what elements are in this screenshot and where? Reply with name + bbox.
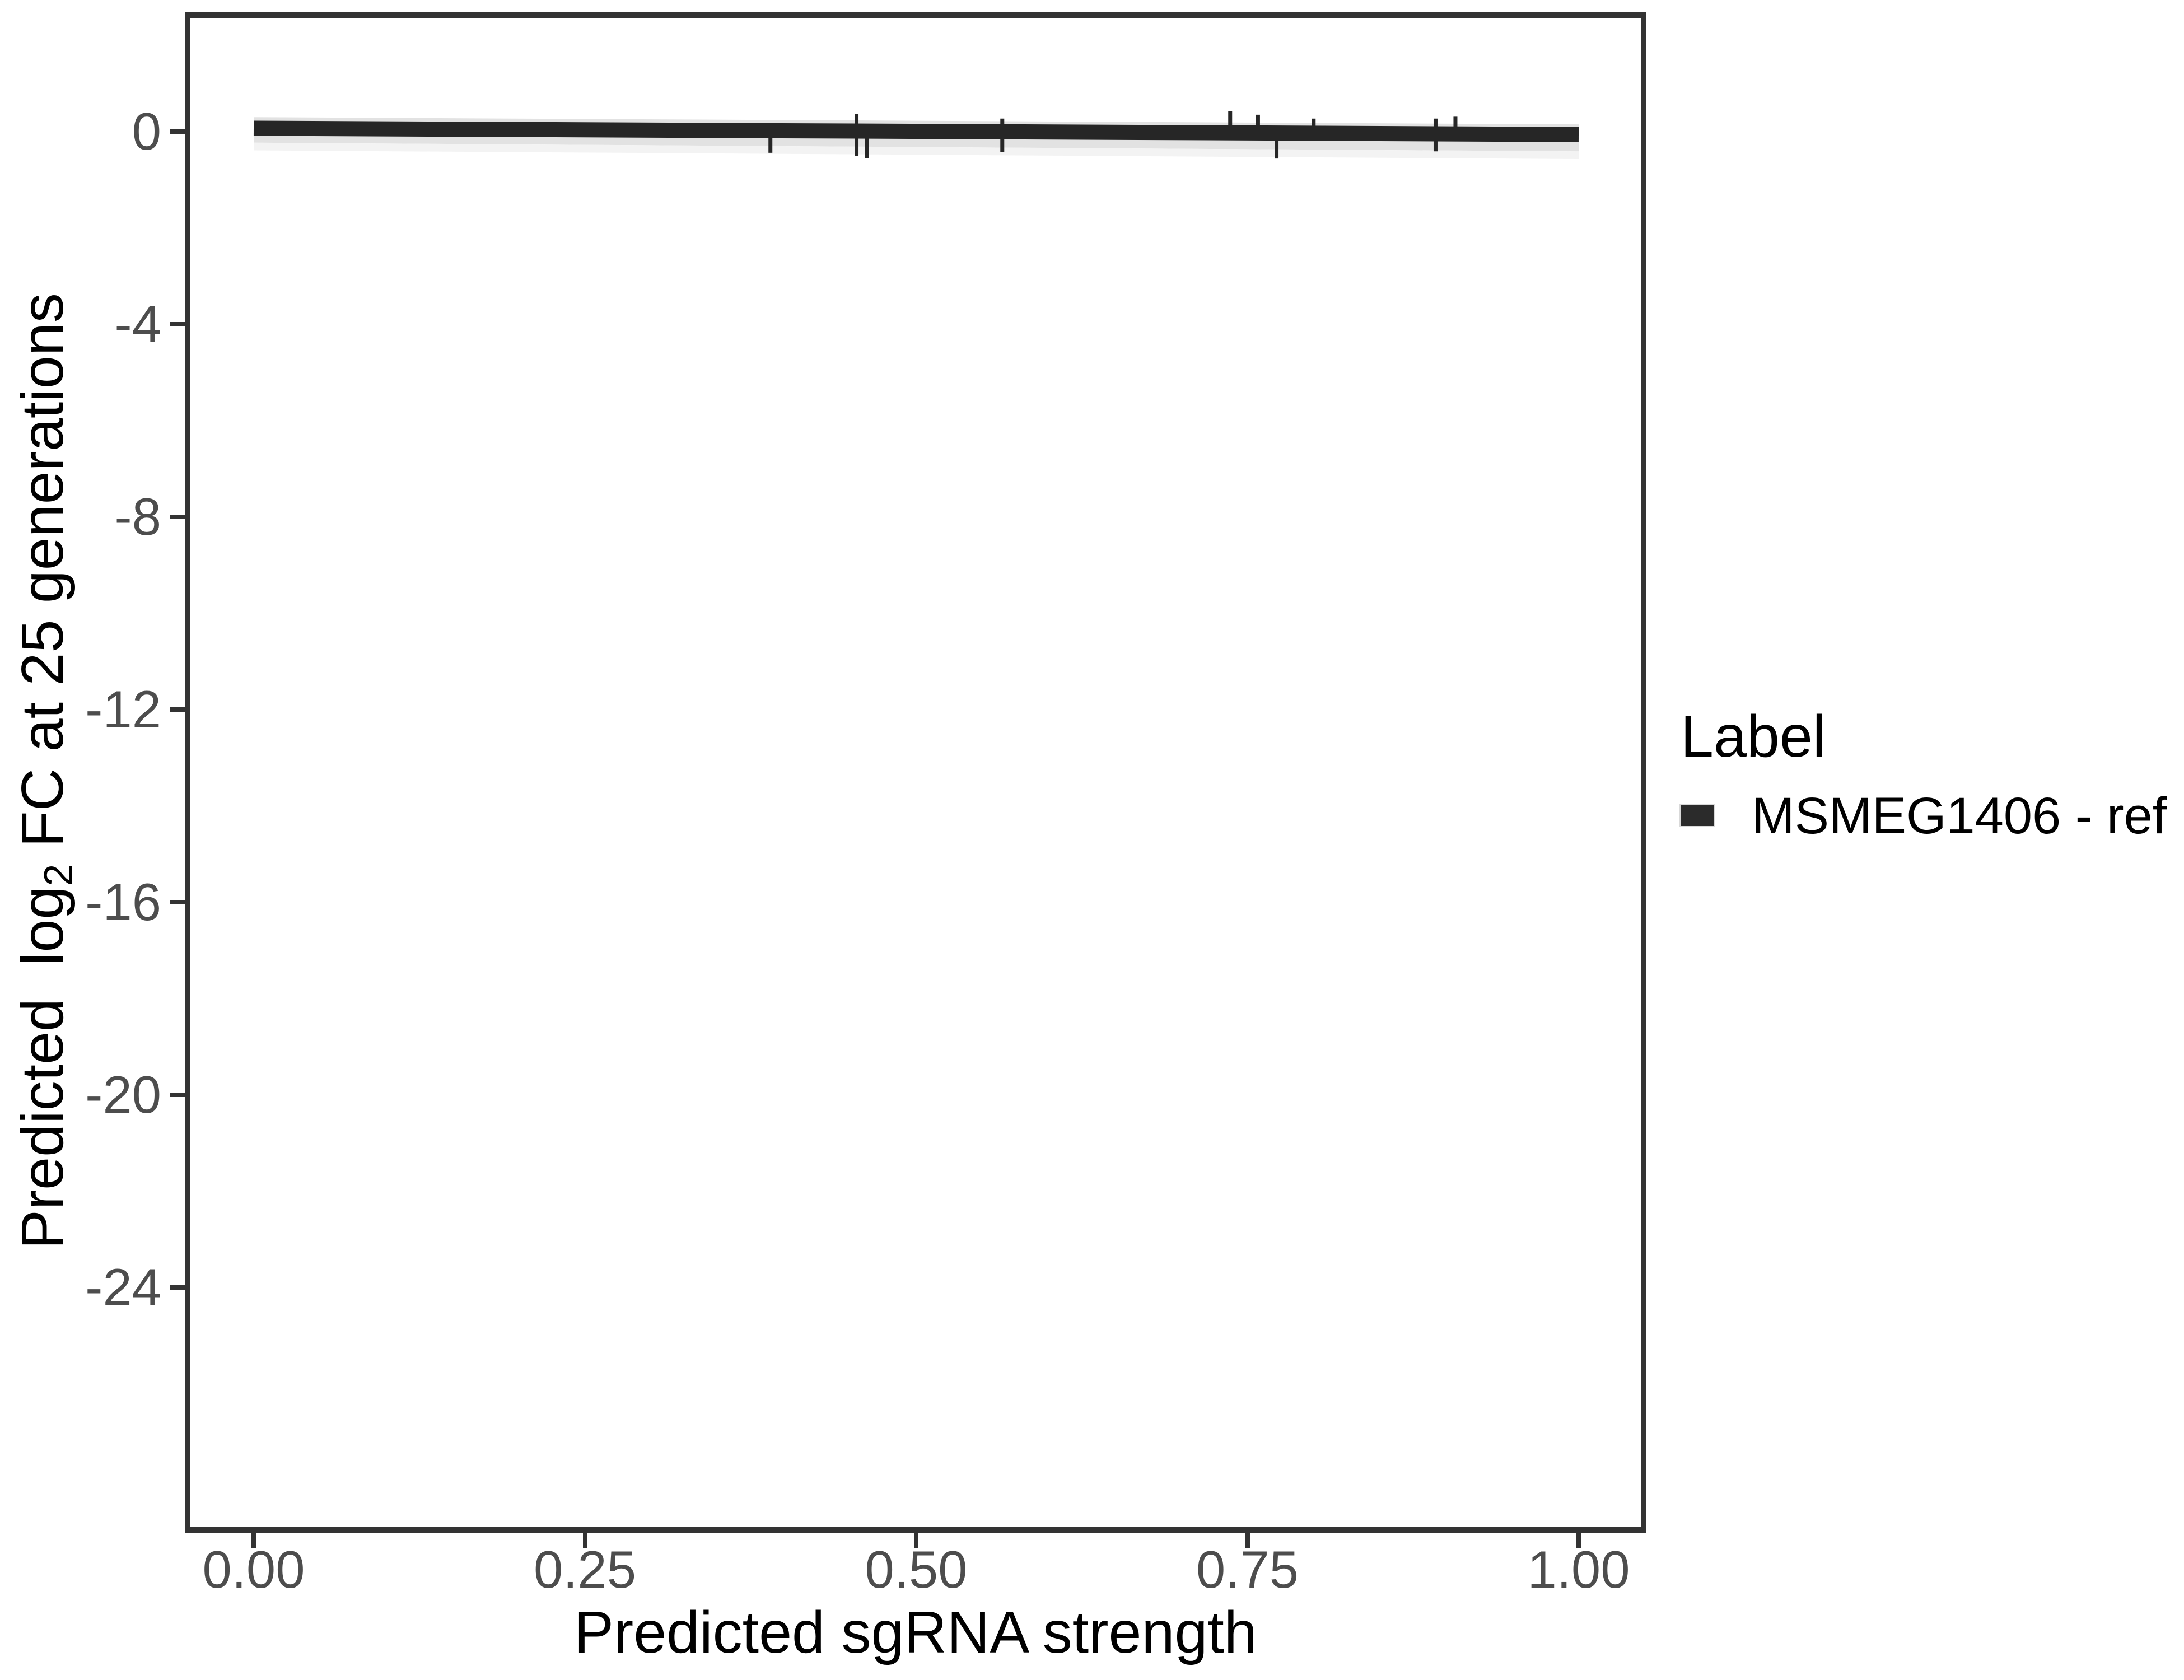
y-tick-label-4: -16 <box>85 872 161 931</box>
x-tick-label-2: 0.50 <box>865 1540 968 1599</box>
x-tick-2 <box>914 1533 918 1548</box>
y-axis-title-text-2: FC at 25 generations <box>9 293 76 864</box>
y-tick-label-3: -12 <box>85 680 161 739</box>
y-tick-label-6: -24 <box>85 1258 161 1317</box>
y-tick-label-2: -8 <box>114 487 161 546</box>
y-tick-1 <box>170 322 185 326</box>
y-tick-3 <box>170 707 185 712</box>
plot-area-svg <box>253 111 1579 160</box>
x-axis-title: Predicted sgRNA strength <box>574 1599 1257 1665</box>
y-axis-title-text: Predicted log <box>9 886 76 1249</box>
x-tick-label-3: 0.75 <box>1196 1540 1299 1599</box>
y-tick-5 <box>170 1093 185 1097</box>
x-tick-label-0: 0.00 <box>202 1540 305 1599</box>
x-tick-0 <box>251 1533 256 1548</box>
confidence-ribbon-fade <box>254 142 1579 160</box>
y-tick-2 <box>170 515 185 519</box>
y-axis-title: Predicted log2 FC at 25 generations <box>9 293 82 1249</box>
legend-entry-label: MSMEG1406 - ref <box>1752 787 2167 844</box>
y-axis-title-subscript: 2 <box>36 864 82 886</box>
y-tick-label-5: -20 <box>85 1065 161 1124</box>
plot-panel <box>185 12 1646 1533</box>
fit-line <box>253 120 1579 142</box>
legend-title: Label <box>1681 703 1826 769</box>
y-tick-label-1: -4 <box>114 295 161 353</box>
y-tick-label-0: 0 <box>132 102 161 161</box>
legend-key-swatch <box>1679 804 1715 827</box>
y-tick-4 <box>170 900 185 904</box>
x-tick-label-4: 1.00 <box>1527 1540 1630 1599</box>
x-tick-4 <box>1576 1533 1581 1548</box>
x-tick-3 <box>1245 1533 1250 1548</box>
x-tick-1 <box>582 1533 587 1548</box>
y-tick-0 <box>170 129 185 134</box>
y-tick-6 <box>170 1285 185 1290</box>
x-tick-label-1: 0.25 <box>534 1540 636 1599</box>
